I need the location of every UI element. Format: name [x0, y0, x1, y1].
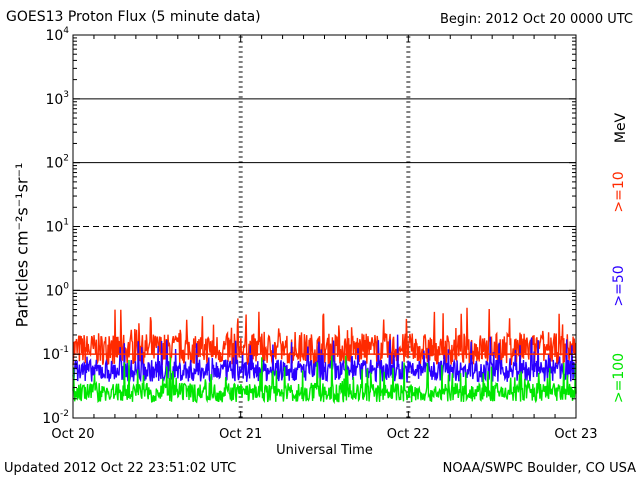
x-tick-label: Oct 23	[554, 427, 597, 442]
x-tick-label: Oct 21	[219, 427, 262, 442]
x-tick-label: Oct 20	[51, 427, 94, 442]
y-tick-label: 103	[45, 90, 69, 108]
x-axis-label: Universal Time	[276, 443, 373, 458]
updated-timestamp: Updated 2012 Oct 22 23:51:02 UTC	[4, 461, 237, 476]
y-tick-label: 101	[45, 218, 69, 236]
series-line-0	[72, 307, 577, 367]
y-tick-label: 10-2	[42, 409, 69, 427]
x-tick-label: Oct 22	[387, 427, 430, 442]
y-tick-label: 104	[45, 26, 69, 44]
credit-label: NOAA/SWPC Boulder, CO USA	[442, 461, 636, 476]
begin-time-label: Begin: 2012 Oct 20 0000 UTC	[439, 12, 633, 27]
y-tick-label: 10-1	[42, 345, 69, 363]
chart-title: GOES13 Proton Flux (5 minute data)	[6, 9, 261, 25]
series-line-2	[72, 355, 577, 405]
y-tick-label: 100	[45, 281, 69, 299]
y-tick-label: 102	[45, 154, 69, 172]
